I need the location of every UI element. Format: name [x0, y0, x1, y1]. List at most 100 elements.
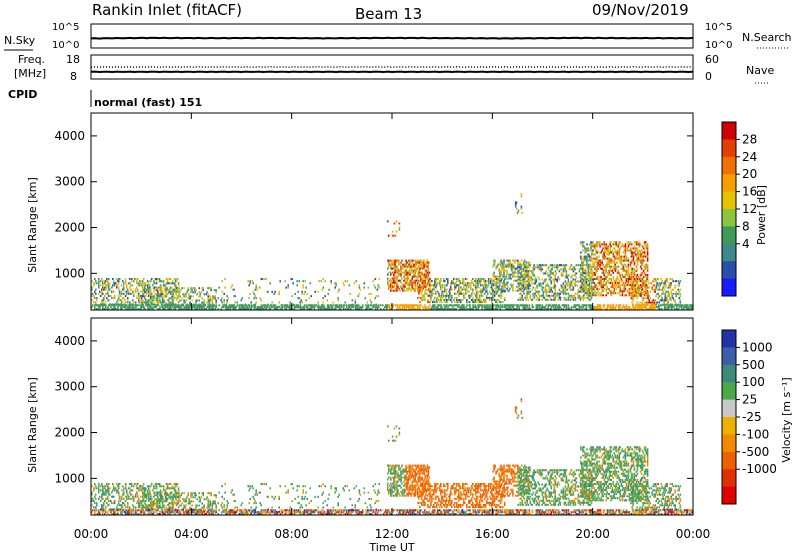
data-cell: [598, 252, 600, 254]
data-cell: [546, 304, 548, 306]
data-cell: [590, 278, 592, 280]
data-cell: [163, 282, 165, 284]
data-cell: [477, 284, 479, 286]
noise-tick-right-top: 10^5: [705, 22, 732, 33]
data-cell: [622, 284, 624, 286]
data-cell: [157, 291, 159, 293]
data-cell: [529, 288, 531, 290]
data-cell: [602, 272, 604, 274]
data-cell: [137, 509, 139, 511]
data-cell: [534, 295, 536, 297]
data-cell: [148, 291, 150, 293]
data-cell: [451, 297, 453, 299]
data-cell: [632, 254, 634, 256]
data-cell: [417, 280, 419, 282]
data-cell: [208, 302, 210, 304]
data-cell: [294, 293, 296, 295]
data-cell: [658, 295, 660, 297]
data-cell: [207, 298, 209, 300]
data-cell: [591, 252, 593, 254]
data-cell: [520, 287, 522, 289]
data-cell: [478, 278, 480, 280]
data-cell: [555, 297, 557, 299]
data-cell: [465, 282, 467, 284]
data-cell: [317, 302, 319, 304]
data-cell: [111, 297, 113, 299]
data-cell: [93, 295, 95, 297]
data-cell: [365, 297, 367, 299]
data-cell: [373, 306, 375, 308]
data-cell: [392, 278, 394, 280]
data-cell: [512, 288, 514, 290]
data-cell: [489, 291, 491, 293]
data-cell: [144, 287, 146, 289]
data-cell: [444, 286, 446, 288]
data-cell: [677, 289, 679, 291]
data-cell: [188, 293, 190, 295]
data-cell: [423, 276, 425, 278]
data-cell: [496, 293, 498, 295]
data-cell: [636, 297, 638, 299]
data-cell: [427, 260, 429, 262]
data-cell: [528, 287, 530, 289]
data-cell: [284, 306, 286, 308]
data-cell: [421, 280, 423, 282]
data-cell: [231, 306, 233, 308]
data-cell: [632, 288, 634, 290]
data-cell: [517, 283, 519, 285]
data-cell: [468, 286, 470, 288]
data-cell: [603, 274, 605, 276]
data-cell: [424, 297, 426, 299]
data-cell: [133, 280, 135, 282]
data-cell: [606, 286, 608, 288]
data-cell: [211, 300, 213, 302]
data-cell: [641, 250, 643, 252]
data-cell: [410, 290, 412, 292]
data-cell: [622, 274, 624, 276]
data-cell: [174, 291, 176, 293]
data-cell: [579, 295, 581, 297]
data-cell: [671, 306, 673, 308]
data-cell: [529, 266, 531, 268]
data-cell: [536, 279, 538, 281]
data-cell: [597, 290, 599, 292]
data-cell: [331, 304, 333, 306]
noise-tick-right-bottom: 10^0: [705, 40, 732, 51]
data-cell: [600, 252, 602, 254]
data-cell: [474, 304, 476, 306]
data-cell: [568, 304, 570, 306]
data-cell: [171, 291, 173, 293]
data-cell: [130, 303, 132, 305]
data-cell: [145, 295, 147, 297]
data-cell: [583, 290, 585, 292]
data-cell: [226, 295, 228, 297]
data-cell: [601, 260, 603, 262]
data-cell: [647, 252, 649, 254]
data-cell: [170, 287, 172, 289]
data-cell: [255, 511, 257, 513]
data-cell: [129, 301, 131, 303]
data-cell: [589, 264, 591, 266]
data-cell: [429, 284, 431, 286]
data-cell: [472, 299, 474, 301]
data-cell: [434, 306, 436, 308]
data-cell: [539, 306, 541, 308]
data-cell: [502, 284, 504, 286]
data-cell: [185, 295, 187, 297]
data-cell: [192, 306, 194, 308]
data-cell: [513, 304, 515, 306]
data-cell: [447, 280, 449, 282]
data-cell: [465, 306, 467, 308]
data-cell: [661, 297, 663, 299]
data-cell: [638, 256, 640, 258]
data-cell: [429, 301, 431, 303]
data-cell: [429, 286, 431, 288]
data-cell: [532, 293, 534, 295]
data-cell: [570, 266, 572, 268]
data-cell: [504, 306, 506, 308]
data-cell: [438, 299, 440, 301]
data-cell: [563, 293, 565, 295]
data-cell: [661, 289, 663, 291]
data-cell: [529, 262, 531, 264]
data-cell: [488, 280, 490, 282]
